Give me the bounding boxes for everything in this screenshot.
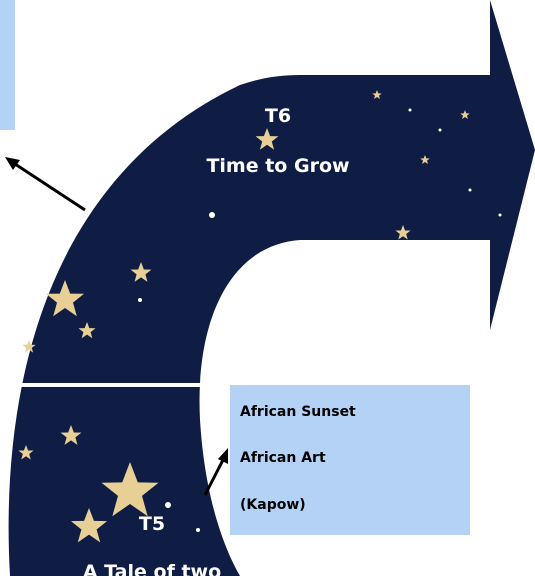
note-line: African Art bbox=[240, 450, 326, 466]
note-line: (Kapow) bbox=[240, 497, 306, 513]
arrow-line bbox=[205, 458, 224, 495]
arrow-line bbox=[12, 162, 85, 210]
note-line: African Sunset bbox=[240, 404, 356, 420]
stage-code: T5 bbox=[139, 513, 165, 535]
stage-code: T6 bbox=[265, 105, 291, 127]
side-box bbox=[0, 0, 15, 130]
page: {"stages": [ {"code": "T6", "title": "Ti… bbox=[0, 0, 535, 576]
stage-title: Time to Grow bbox=[206, 155, 349, 177]
diagram: T6 Time to Grow T5 A Tale of two African… bbox=[0, 0, 535, 576]
stage-title: A Tale of two bbox=[83, 561, 221, 576]
arrow-head bbox=[5, 157, 20, 170]
